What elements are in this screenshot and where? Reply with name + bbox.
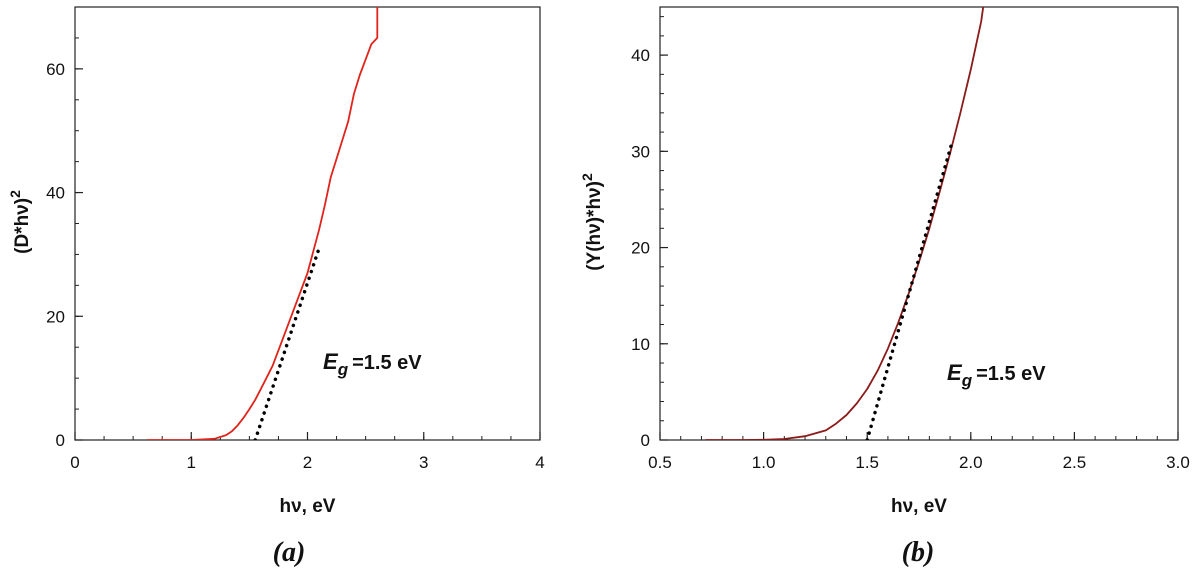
chart-a-x-tick-label: 1 <box>187 453 196 472</box>
chart-a-annotation-subscript: g <box>337 360 349 379</box>
chart-b-panel-label: (b) <box>902 537 935 568</box>
chart-b-x-tick-label: 0.5 <box>648 453 672 472</box>
chart-a-tangent-line <box>253 246 321 440</box>
chart-a-x-tick-label: 0 <box>70 453 79 472</box>
chart-a-frame <box>74 6 541 441</box>
chart-b: 0.5 1.0 1.5 2.0 2.5 3.0 0 10 20 30 40 hν, eV (Y(hν)*… <box>579 6 1190 568</box>
chart-b-annotation-subscript: g <box>961 371 973 390</box>
chart-a-annotation: Eg =1.5 eV <box>323 349 422 379</box>
chart-b-y-axis-label: (Y(hν)*hν)2 <box>579 173 605 271</box>
chart-b-x-tick-label: 1.0 <box>752 453 776 472</box>
chart-b-annotation-symbol: E <box>947 360 963 385</box>
chart-a-panel-label: (a) <box>273 537 306 568</box>
chart-a-y-axis-label-sup: 2 <box>7 190 23 198</box>
chart-b-x-tick-label: 3.0 <box>1166 453 1190 472</box>
chart-b-y-tick-label: 10 <box>631 335 650 354</box>
chart-a-y-tick-label: 40 <box>46 184 65 203</box>
chart-a-x-tick-label: 3 <box>419 453 428 472</box>
chart-a-annotation-symbol: E <box>323 349 339 374</box>
chart-b-x-tick-label: 1.5 <box>855 453 879 472</box>
chart-a-x-axis-label: hν, eV <box>280 496 336 517</box>
chart-a-y-tick-label: 20 <box>46 307 65 326</box>
chart-a-data-line <box>147 7 379 440</box>
chart-a-y-axis-label-main: (D*hν) <box>12 198 33 254</box>
chart-b-x-tick-label: 2.0 <box>959 453 983 472</box>
chart-b-y-tick-label: 20 <box>631 239 650 258</box>
chart-b-y-tick-label: 40 <box>631 46 650 65</box>
chart-b-annotation: Eg =1.5 eV <box>947 360 1046 390</box>
chart-b-y-tick-label: 0 <box>641 431 650 450</box>
chart-a-y-tick-label: 0 <box>56 431 65 450</box>
chart-a-annotation-text: =1.5 eV <box>352 352 422 374</box>
chart-a-x-tick-label: 4 <box>535 453 544 472</box>
chart-b-y-axis-label-main: (Y(hν)*hν) <box>584 181 605 271</box>
chart-b-data-line <box>705 7 985 440</box>
chart-b-annotation-text: =1.5 eV <box>976 363 1046 385</box>
chart-a-y-tick-label: 60 <box>46 60 65 79</box>
chart-b-y-axis-label-sup: 2 <box>579 173 595 181</box>
chart-b-x-axis-label: hν, eV <box>891 496 947 517</box>
chart-a-x-tick-label: 2 <box>303 453 312 472</box>
chart-a-y-axis-label: (D*hν)2 <box>7 190 33 254</box>
chart-b-tangent-line <box>865 139 954 440</box>
chart-b-x-tick-label: 2.5 <box>1063 453 1087 472</box>
chart-b-y-tick-label: 30 <box>631 142 650 161</box>
chart-b-frame <box>659 6 1179 441</box>
